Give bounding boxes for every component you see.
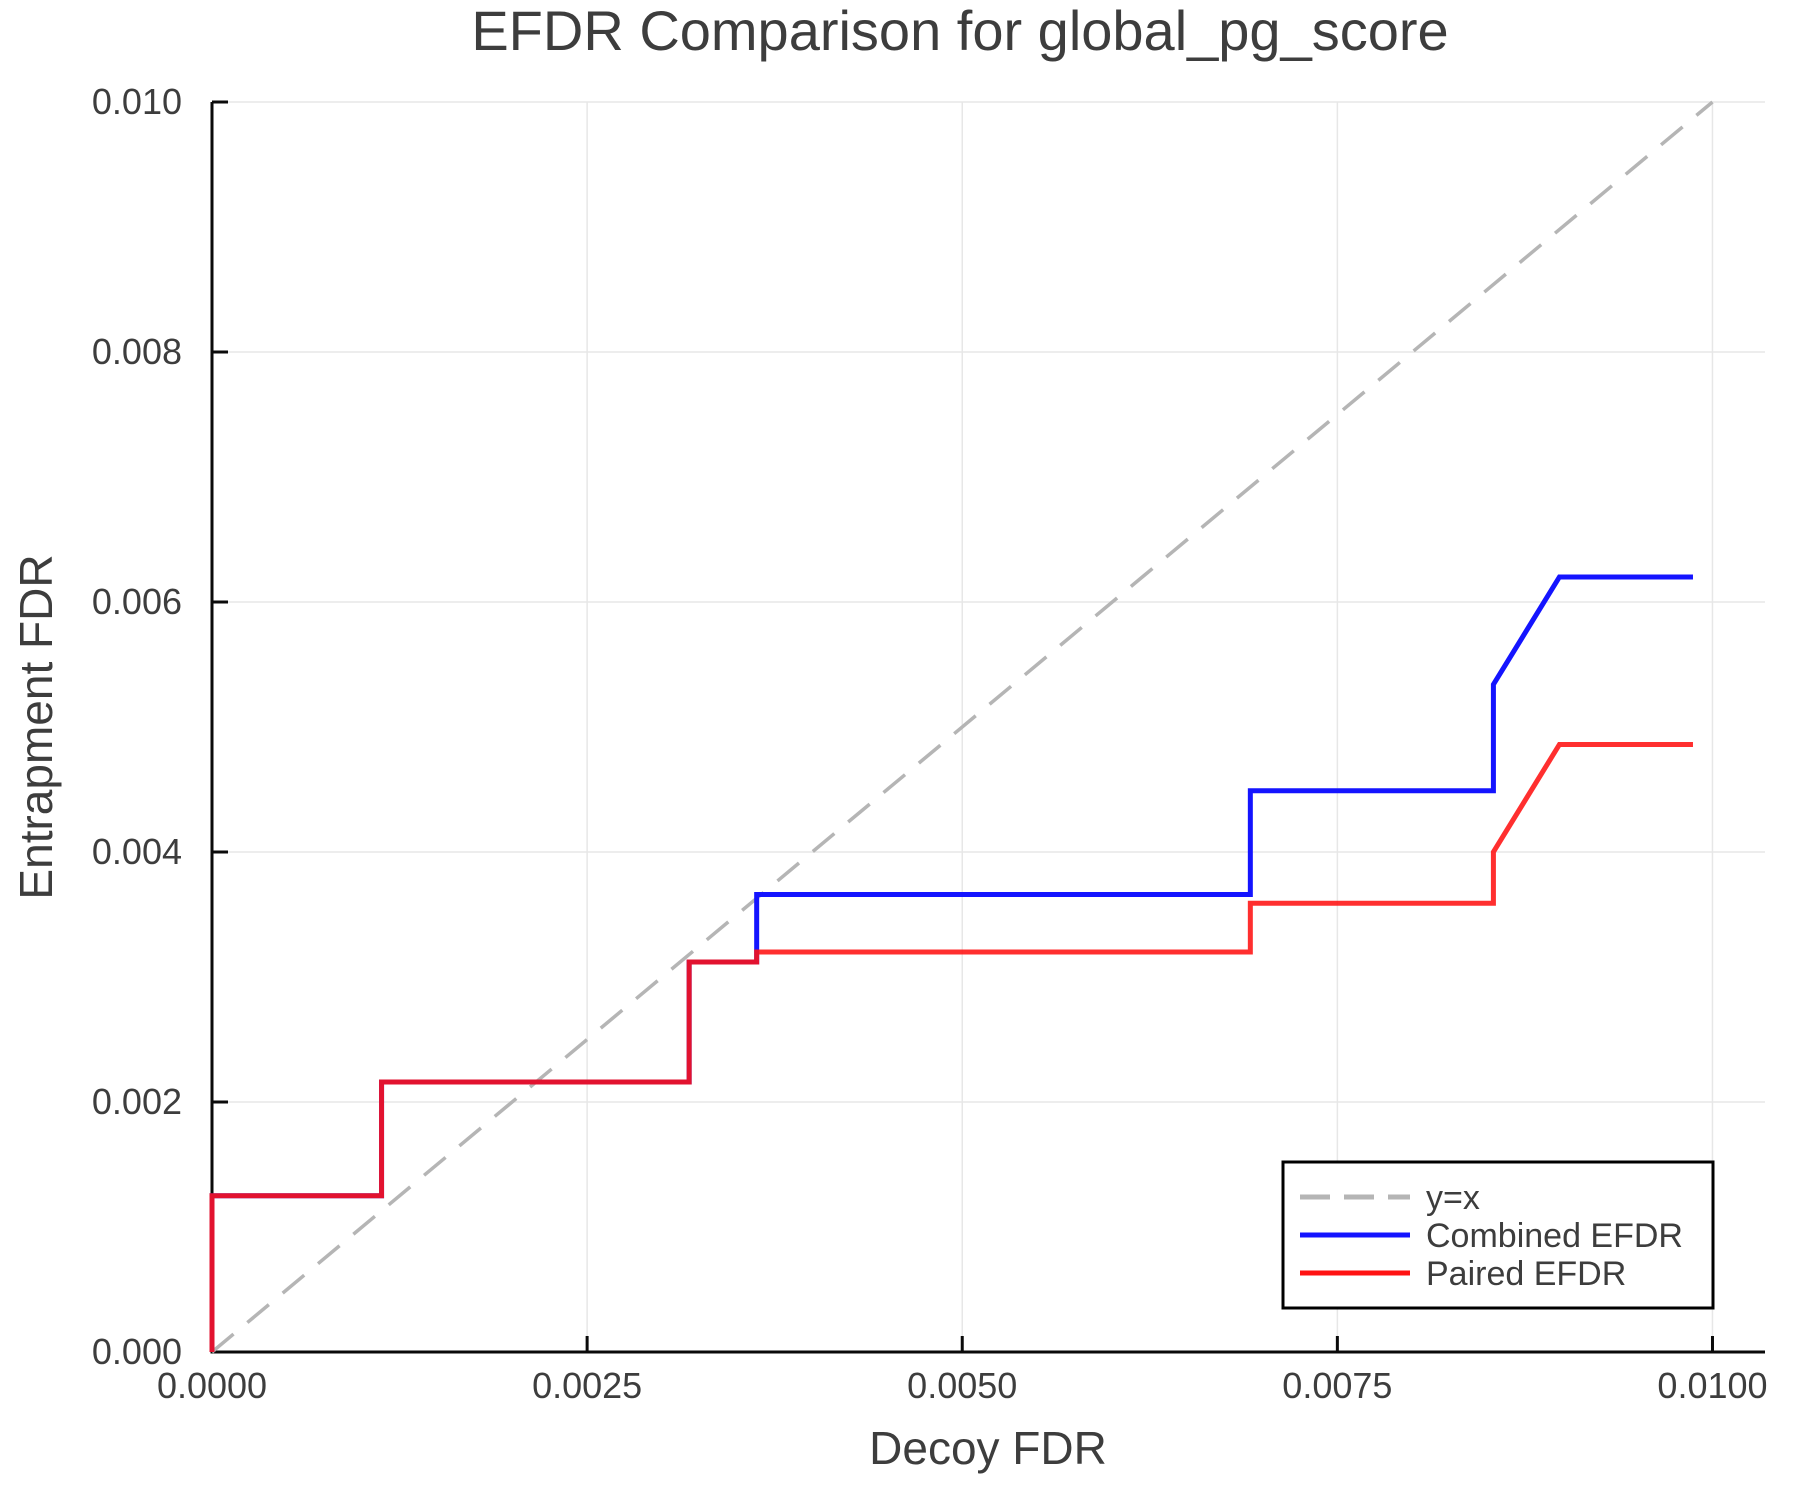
plot-series xyxy=(209,100,1714,1354)
identity-line xyxy=(210,100,1714,1354)
legend: y=x Combined EFDR Paired EFDR xyxy=(1281,1160,1715,1310)
x-tick-labels: 0.0000 0.0025 0.0050 0.0075 0.0100 xyxy=(157,1365,1768,1406)
chart-title: EFDR Comparison for global_pg_score xyxy=(471,0,1448,62)
x-tick-label: 0.0025 xyxy=(532,1365,642,1406)
legend-label-identity: y=x xyxy=(1426,1179,1480,1217)
paired-efdr-line xyxy=(209,742,1693,1352)
x-tick-label: 0.0050 xyxy=(907,1365,1017,1406)
y-tick-label: 0.002 xyxy=(92,1081,182,1122)
x-axis-label: Decoy FDR xyxy=(869,1422,1107,1474)
y-tick-labels: 0.000 0.002 0.004 0.006 0.008 0.010 xyxy=(92,81,182,1372)
y-axis-label: Entrapment FDR xyxy=(10,554,62,899)
x-tick-label: 0.0100 xyxy=(1657,1365,1767,1406)
x-tick-label: 0.0000 xyxy=(157,1365,267,1406)
y-tick-label: 0.006 xyxy=(92,581,182,622)
legend-label-paired: Paired EFDR xyxy=(1426,1255,1626,1293)
legend-label-combined: Combined EFDR xyxy=(1426,1217,1683,1255)
y-tick-label: 0.010 xyxy=(92,81,182,122)
y-tick-label: 0.008 xyxy=(92,331,182,372)
y-tick-label: 0.004 xyxy=(92,831,182,872)
y-tick-label: 0.000 xyxy=(92,1331,182,1372)
x-tick-label: 0.0075 xyxy=(1282,1365,1392,1406)
